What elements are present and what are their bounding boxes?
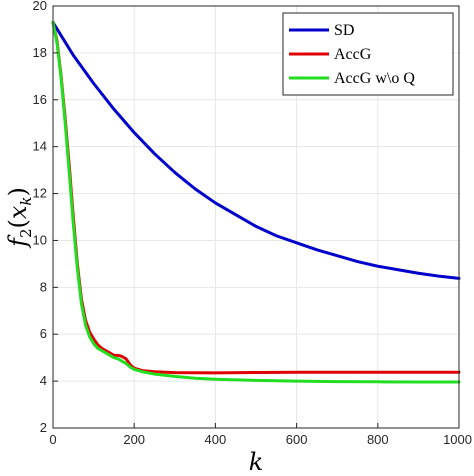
x-tick-label: 1000 [443,432,472,447]
y-tick-label: 14 [33,139,47,154]
y-tick-label: 20 [33,0,47,13]
y-tick-label: 16 [33,92,47,107]
x-axis-label: k [249,448,264,476]
x-tick-label: 800 [367,432,389,447]
legend: SD AccG AccG w\o Q [282,12,454,96]
plot-frame [52,5,460,429]
series-line-sd [51,20,461,280]
y-tick-label: 12 [33,186,47,201]
y-tick-label: 10 [33,232,47,247]
y-axis-label-var: x [4,205,32,219]
y-tick-label: 6 [40,326,47,341]
y-axis-label-varsub: k [17,196,35,205]
x-tick-label: 0 [49,432,56,447]
y-tick-label: 8 [40,279,47,294]
x-tick-label: 200 [123,432,145,447]
x-tick-label: 400 [205,432,227,447]
y-tick-label: 2 [40,420,47,435]
legend-label-accg: AccG [334,46,372,63]
y-axis-label-open: ( [4,219,32,228]
axis-ticks: 0 200 400 600 800 1000 2 4 6 8 10 12 14 16 18 20 [33,0,472,447]
y-tick-label: 18 [33,45,47,60]
y-axis-label-sub: 2 [17,228,35,238]
x-tick-label: 600 [286,432,308,447]
series-line-accg-woq [51,20,461,384]
legend-label-sd: SD [334,22,354,39]
y-axis-label-close: ) [4,187,32,196]
series-group [51,20,461,384]
y-axis-label: f2(xk) [4,187,35,249]
y-tick-label: 4 [40,373,47,388]
legend-label-accg-woq: AccG w\o Q [334,70,415,87]
